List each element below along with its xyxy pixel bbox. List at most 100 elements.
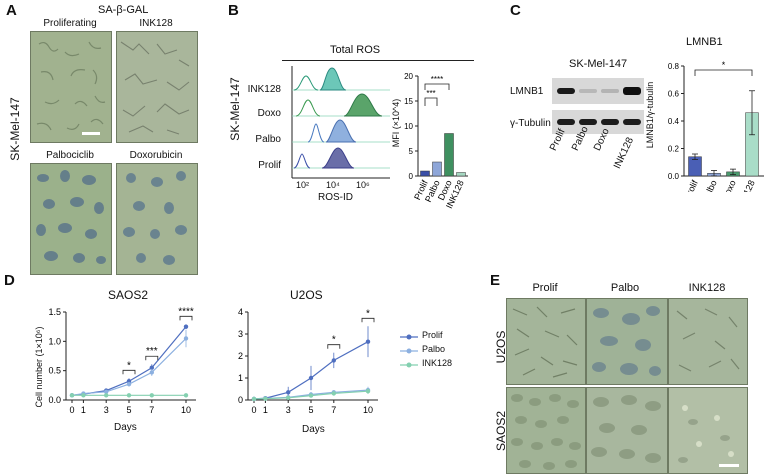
growth-sig-bracket — [327, 344, 341, 349]
legend-item-ink128: INK128 — [400, 358, 470, 372]
growth-point-palbo — [183, 336, 189, 341]
mfi-ytick-label: 20 — [404, 72, 413, 81]
band-lmnb1-doxo — [601, 89, 619, 93]
ros-xlabel: ROS-ID — [318, 192, 353, 203]
micrograph-u2os-palbo — [586, 298, 668, 385]
band-label-tubulin: γ-Tubulin — [510, 118, 551, 129]
micrograph-saos2-palbo — [586, 387, 668, 474]
growth-ytick-label: 0.0 — [48, 395, 61, 405]
ros-hist-doxo-ref — [295, 99, 321, 117]
micrograph-saos2-prolif — [506, 387, 586, 474]
band-tubulin-palbo — [579, 119, 597, 125]
growth-ytick-label: 1 — [238, 373, 243, 383]
img-label-doxorubicin: Doxorubicin — [129, 150, 183, 161]
growth-point-ink128 — [149, 393, 154, 398]
lmnb1-sig-label: * — [722, 60, 726, 70]
legend-label-palbo: Palbo — [422, 344, 446, 354]
img-label-ink128: INK128 — [139, 18, 173, 29]
panel-b-side-label: SK-Mel-147 — [228, 77, 242, 141]
lane-label-ink128: INK128 — [612, 135, 637, 171]
panel-e-letter: E — [490, 272, 501, 289]
growth-point-prolif — [365, 339, 371, 344]
growth-xtick-label: 7 — [149, 405, 154, 415]
lmnb1-category-label: INK128 — [735, 179, 757, 192]
growth-sig-label: * — [127, 360, 131, 371]
ros-row-label-prolif: Prolif — [258, 160, 281, 171]
panel-b-title: Total ROS — [330, 44, 381, 56]
legend-item-prolif: Prolif — [400, 330, 470, 344]
micrograph-doxorubicin — [116, 163, 198, 275]
mfi-sig-label: *** — [426, 89, 435, 98]
ros-row-label-palbo: Palbo — [255, 134, 281, 145]
img-label-proliferating: Proliferating — [43, 18, 97, 29]
micrograph-proliferating — [30, 31, 112, 143]
mfi-bar-palbo — [432, 161, 442, 177]
growth-point-prolif — [331, 358, 336, 363]
growth-point-prolif — [149, 365, 154, 370]
blot-lmnb1 — [552, 78, 644, 104]
mfi-sig-bracket — [424, 83, 450, 90]
ros-hist-doxo — [343, 93, 383, 117]
e-col-label-ink128: INK128 — [688, 282, 726, 294]
panel-d-letter: D — [4, 272, 15, 289]
band-tubulin-prolif — [557, 119, 575, 125]
growth-ytick-label: 4 — [238, 307, 243, 317]
growth-point-ink128 — [308, 393, 314, 398]
u2os-title: U2OS — [290, 288, 323, 302]
micrograph-palbociclib — [30, 163, 112, 275]
band-lmnb1-ink128 — [623, 87, 641, 95]
mfi-sig-label: **** — [431, 75, 443, 84]
growth-point-prolif — [286, 390, 291, 395]
mfi-ytick-label: 15 — [404, 97, 413, 106]
growth-point-prolif — [308, 375, 314, 381]
growth-ytick-label: 1.5 — [48, 307, 61, 317]
band-label-lmnb1: LMNB1 — [510, 86, 544, 97]
lane-label-prolif: Prolif — [548, 127, 568, 153]
growth-point-ink128 — [69, 393, 75, 398]
ros-xtick-1: 10⁴ — [326, 180, 340, 190]
mfi-ytick-label: 0 — [409, 172, 414, 181]
micrograph-ink128 — [116, 31, 198, 143]
growth-sig-label: * — [332, 335, 336, 346]
panel-c-letter: C — [510, 2, 521, 19]
growth-xtick-label: 3 — [104, 405, 109, 415]
growth-ytick-label: 0 — [238, 395, 243, 405]
panel-a-letter: A — [6, 2, 17, 19]
growth-point-ink128 — [286, 395, 291, 400]
saos2-line-chart: 0.00.51.01.50 1 3 5 7 10******** — [48, 306, 196, 415]
legend-swatch-ink128 — [400, 362, 418, 368]
scale-bar — [82, 132, 100, 135]
e-col-label-palbo: Palbo — [610, 282, 640, 294]
growth-xtick-label: 1 — [263, 405, 268, 415]
ros-row-label-ink128: INK128 — [247, 84, 281, 95]
blot-title: SK-Mel-147 — [569, 58, 628, 70]
lmnb1-ylabel: LMNB1/γ-tubulin — [645, 81, 655, 149]
ros-hist-palbo-ref — [307, 123, 325, 143]
micrograph-u2os-ink128 — [668, 298, 748, 385]
micrograph-u2os-prolif — [506, 298, 586, 385]
ros-row-label-doxo: Doxo — [257, 108, 281, 119]
mfi-bar-doxo — [444, 133, 454, 177]
blot-tubulin — [552, 110, 644, 134]
img-label-palbociclib: Palbociclib — [46, 150, 94, 161]
micrograph-saos2-ink128 — [668, 387, 748, 474]
lmnb1-sig-bracket — [694, 69, 753, 76]
growth-sig-label: * — [366, 308, 370, 319]
panel-b-title-rule — [282, 60, 474, 61]
lmnb1-category-label: Palbo — [700, 179, 719, 192]
growth-sig-bracket — [361, 317, 375, 323]
growth-point-palbo — [126, 381, 132, 387]
growth-point-prolif — [183, 324, 189, 329]
growth-point-ink128 — [365, 389, 371, 394]
band-tubulin-doxo — [601, 119, 619, 125]
growth-legend: Prolif Palbo INK128 — [400, 330, 470, 372]
growth-point-palbo — [149, 370, 154, 375]
panel-a-side-label: SK-Mel-147 — [8, 97, 22, 161]
legend-item-palbo: Palbo — [400, 344, 470, 358]
mfi-ytick-label: 5 — [409, 147, 414, 156]
ros-hist-ink128 — [319, 67, 347, 91]
saos2-xlabel: Days — [114, 422, 137, 433]
